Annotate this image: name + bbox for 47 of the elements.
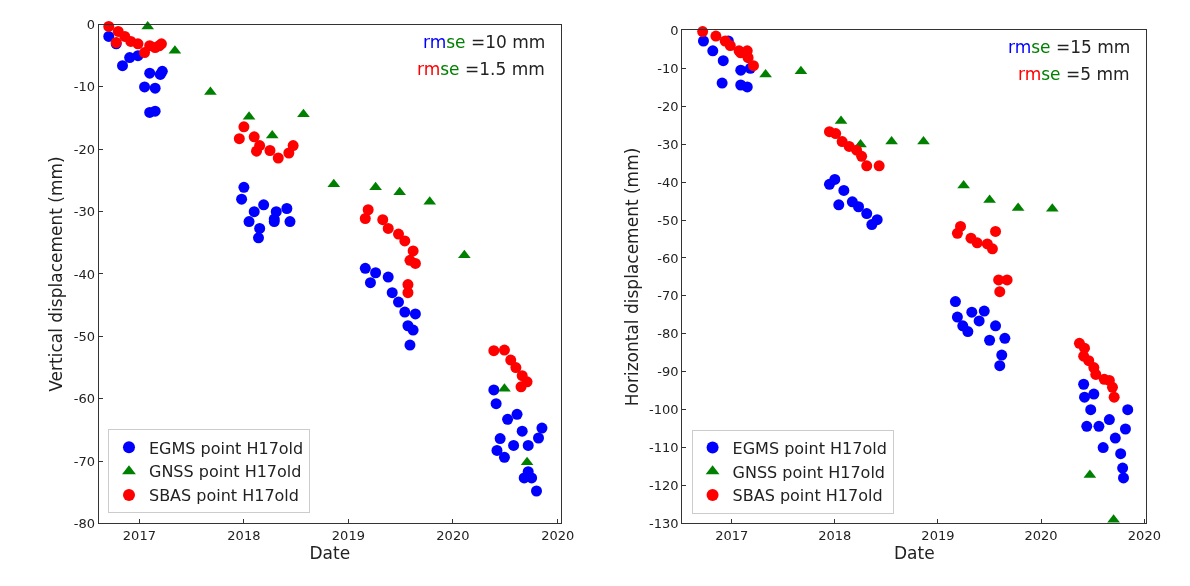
y-tick-label: -80 [657, 326, 679, 342]
x-tick-label: 2018 [227, 528, 261, 544]
y-tick-label: -10 [657, 60, 679, 76]
y-tick-label: -110 [649, 440, 679, 456]
x-tick-label: 2018 [818, 528, 852, 544]
x-tick-label: 2019 [331, 528, 365, 544]
annotation: rmse =5 mm [1018, 64, 1130, 84]
x-tick-label: 2020 [436, 528, 470, 544]
y-tick-label: -70 [73, 453, 96, 469]
x-tick-label: 2017 [715, 528, 749, 544]
y-tick-label: -40 [73, 266, 96, 282]
y-tick-label: -20 [657, 98, 679, 114]
y-tick-label: -60 [73, 391, 96, 407]
legend-label: SBAS point H17old [148, 486, 299, 506]
x-tick-label: 2020 [541, 528, 575, 544]
y-tick-label: -80 [73, 515, 96, 531]
y-tick-label: -40 [657, 174, 679, 190]
y-tick-label: -130 [649, 515, 679, 531]
y-tick-label: -100 [649, 402, 679, 418]
y-axis-title: Horizontal displacement (mm) [621, 147, 642, 407]
x-tick-label: 2017 [122, 528, 156, 544]
legend-label: GNSS point H17old [148, 462, 302, 482]
y-tick-label: -120 [649, 478, 679, 494]
y-tick-label: -60 [657, 250, 679, 266]
x-tick-label: 2019 [921, 528, 955, 544]
y-tick-label: 0 [670, 22, 679, 38]
y-tick-label: 0 [86, 17, 96, 33]
legend-label: GNSS point H17old [732, 462, 886, 482]
y-tick-label: -90 [657, 364, 679, 380]
x-axis-title: Date [894, 543, 935, 564]
y-tick-label: -30 [657, 136, 679, 152]
x-tick-label: 2020 [1127, 528, 1161, 544]
y-axis-title: Vertical displacement (mm) [46, 156, 67, 392]
y-tick-label: -70 [657, 288, 679, 304]
legend-label: EGMS point H17old [148, 438, 304, 458]
x-tick-label: 2020 [1024, 528, 1058, 544]
y-tick-label: -20 [73, 141, 96, 157]
y-tick-label: -30 [73, 204, 96, 220]
y-tick-label: -10 [73, 79, 96, 95]
x-axis-title: Date [309, 543, 351, 564]
y-tick-label: -50 [657, 212, 679, 228]
legend-label: EGMS point H17old [732, 438, 887, 458]
annotation: rmse =10 mm [423, 32, 546, 52]
annotation: rmse =1.5 mm [417, 59, 545, 79]
legend-label: SBAS point H17old [732, 486, 883, 506]
annotation: rmse =15 mm [1008, 37, 1131, 57]
y-tick-label: -50 [73, 328, 96, 344]
